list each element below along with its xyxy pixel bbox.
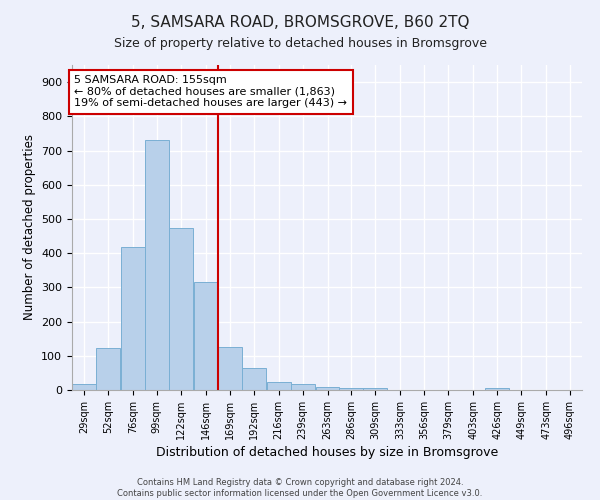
Text: 5 SAMSARA ROAD: 155sqm
← 80% of detached houses are smaller (1,863)
19% of semi-: 5 SAMSARA ROAD: 155sqm ← 80% of detached… [74,76,347,108]
Bar [194,282,218,390]
Text: Contains HM Land Registry data © Crown copyright and database right 2024.
Contai: Contains HM Land Registry data © Crown c… [118,478,482,498]
Y-axis label: Number of detached properties: Number of detached properties [23,134,35,320]
Bar [290,384,314,390]
Bar [316,386,340,390]
Bar [266,382,290,390]
Bar [121,248,145,390]
Bar [485,388,509,390]
Bar [340,388,364,390]
Bar [169,228,193,390]
Text: Size of property relative to detached houses in Bromsgrove: Size of property relative to detached ho… [113,38,487,51]
Bar [145,140,169,390]
Bar [242,368,266,390]
Bar [72,384,96,390]
Bar [364,388,388,390]
Bar [218,346,242,390]
X-axis label: Distribution of detached houses by size in Bromsgrove: Distribution of detached houses by size … [156,446,498,459]
Text: 5, SAMSARA ROAD, BROMSGROVE, B60 2TQ: 5, SAMSARA ROAD, BROMSGROVE, B60 2TQ [131,15,469,30]
Bar [96,348,120,390]
